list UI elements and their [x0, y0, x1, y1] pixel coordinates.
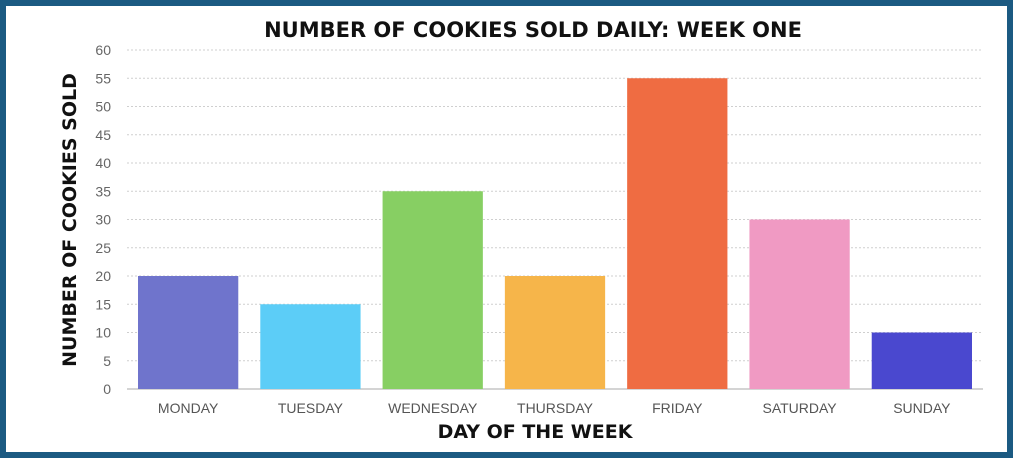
x-tick-label-saturday: SATURDAY — [762, 400, 837, 416]
y-tick-label: 20 — [95, 268, 111, 284]
bar-wednesday — [382, 191, 483, 389]
bar-friday — [627, 78, 728, 389]
x-tick-label-monday: MONDAY — [158, 400, 219, 416]
y-tick-label: 10 — [95, 325, 111, 341]
y-tick-labels: 0 5 10 15 20 25 30 35 40 45 50 55 60 — [95, 42, 111, 397]
y-tick-label: 15 — [95, 296, 111, 312]
y-tick-label: 50 — [95, 99, 111, 115]
x-tick-label-wednesday: WEDNESDAY — [388, 400, 478, 416]
bar-tuesday — [260, 304, 361, 389]
chart-title: NUMBER OF COOKIES SOLD DAILY: WEEK ONE — [264, 18, 802, 42]
y-tick-label: 40 — [95, 155, 111, 171]
bars — [138, 78, 972, 389]
y-tick-label: 30 — [95, 212, 111, 228]
x-tick-label-friday: FRIDAY — [652, 400, 703, 416]
y-axis-label: NUMBER OF COOKIES SOLD — [59, 73, 81, 367]
x-tick-labels: MONDAY TUESDAY WEDNESDAY THURSDAY FRIDAY SATU… — [158, 400, 951, 416]
bar-saturday — [749, 219, 850, 389]
x-tick-label-tuesday: TUESDAY — [278, 400, 344, 416]
y-tick-label: 60 — [95, 42, 111, 58]
y-tick-label: 45 — [95, 127, 111, 143]
y-tick-label: 25 — [95, 240, 111, 256]
y-tick-label: 35 — [95, 183, 111, 199]
y-tick-label: 5 — [103, 353, 111, 369]
y-tick-label: 55 — [95, 70, 111, 86]
bar-sunday — [871, 332, 972, 389]
y-tick-label: 0 — [103, 381, 111, 397]
x-tick-label-sunday: SUNDAY — [893, 400, 951, 416]
x-axis-label: DAY OF THE WEEK — [438, 421, 634, 443]
bar-thursday — [504, 276, 606, 389]
x-tick-label-thursday: THURSDAY — [517, 400, 594, 416]
bar-monday — [138, 276, 239, 389]
